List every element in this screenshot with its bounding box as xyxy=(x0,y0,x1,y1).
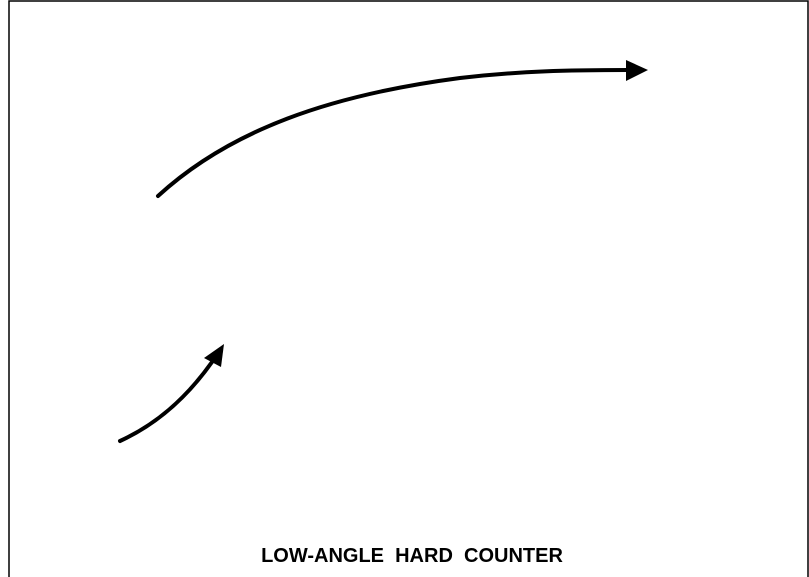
short-arrow-head xyxy=(204,344,224,367)
short-arrow-shaft xyxy=(118,360,214,443)
long-arrow-head xyxy=(626,60,648,81)
long-arrow-shaft xyxy=(156,68,630,198)
frame xyxy=(8,0,809,577)
caption: LOW-ANGLE HARD COUNTER xyxy=(261,545,563,567)
